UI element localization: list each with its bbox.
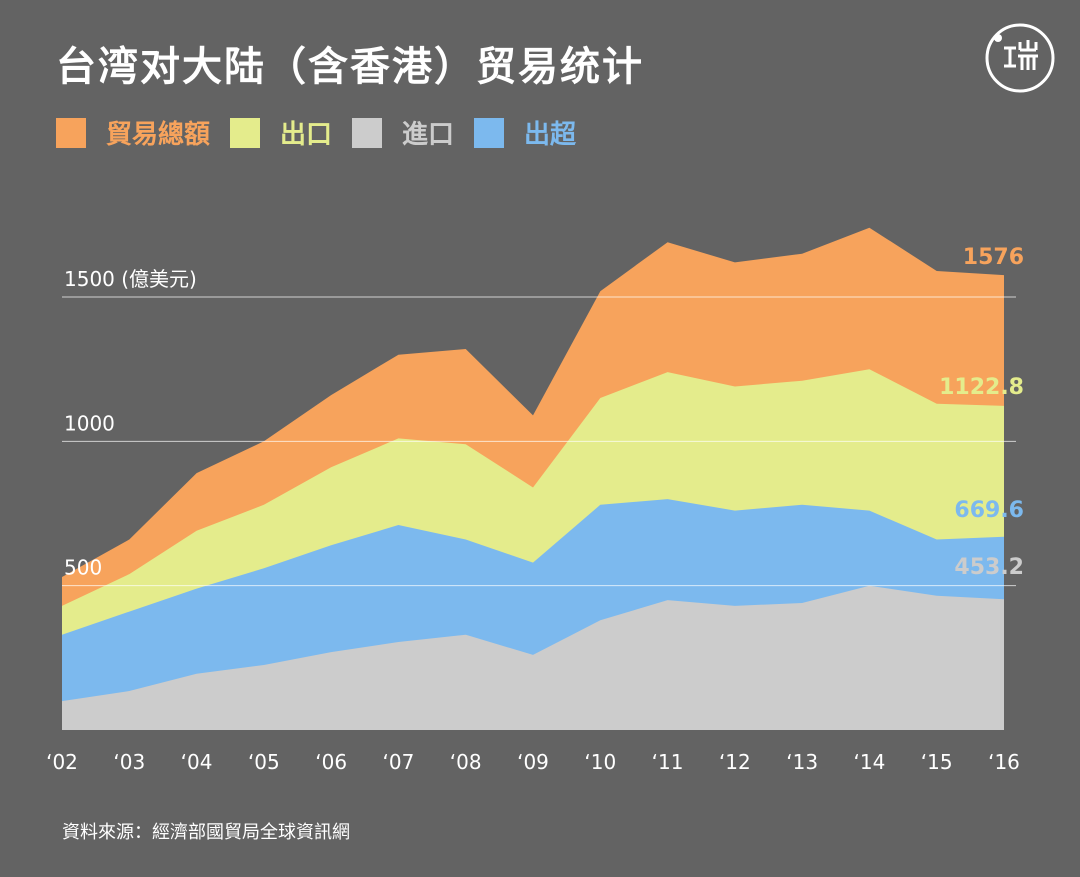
area-series-3 [62,585,1004,730]
legend-label-total: 貿易總額 [106,120,211,150]
end-value-label: 669.6 [954,498,1024,523]
y-tick-label-1000: 1000 [64,411,115,435]
end-value-label: 453.2 [954,555,1024,580]
y-tick-label-1500: 1500 (億美元) [64,267,197,291]
legend-swatch-total [56,117,86,148]
x-tick-label: ‘04 [181,750,213,774]
initium-logo-icon [985,23,1055,93]
legend-label-surplus: 出超 [524,120,577,150]
x-tick-label: ‘03 [113,750,145,774]
legend-item-export: 出口 [230,114,332,151]
x-tick-label: ‘13 [786,750,818,774]
source-note: 資料來源：經濟部國貿局全球資訊網 [62,822,350,843]
legend-swatch-surplus [474,117,505,148]
x-tick-label: ‘16 [988,750,1020,774]
x-tick-label: ‘10 [584,750,616,774]
x-tick-label: ‘06 [315,750,347,774]
x-tick-label: ‘11 [652,750,684,774]
legend-item-surplus: 出超 [474,114,576,151]
legend-label-export: 出口 [280,120,333,150]
x-tick-label: ‘08 [450,750,482,774]
x-tick-label: ‘02 [46,750,78,774]
legend-item-import: 進口 [352,114,454,151]
end-value-label: 1576 [963,245,1024,270]
x-tick-label: ‘15 [921,750,953,774]
legend-swatch-import [352,117,383,148]
page-title: 台湾对大陆（含香港）贸易统计 [56,44,644,90]
end-value-label: 1122.8 [939,375,1024,400]
x-tick-label: ‘09 [517,750,549,774]
legend-label-import: 進口 [402,120,455,150]
x-tick-label: ‘12 [719,750,751,774]
legend-swatch-export [230,117,261,148]
x-tick-label: ‘07 [383,750,415,774]
legend-item-total: 貿易總額 [56,114,210,151]
x-tick-label: ‘05 [248,750,280,774]
x-tick-label: ‘14 [854,750,886,774]
chart-legend: 貿易總額 出口 進口 出超 [56,114,596,151]
y-tick-label-500: 500 [64,556,102,580]
